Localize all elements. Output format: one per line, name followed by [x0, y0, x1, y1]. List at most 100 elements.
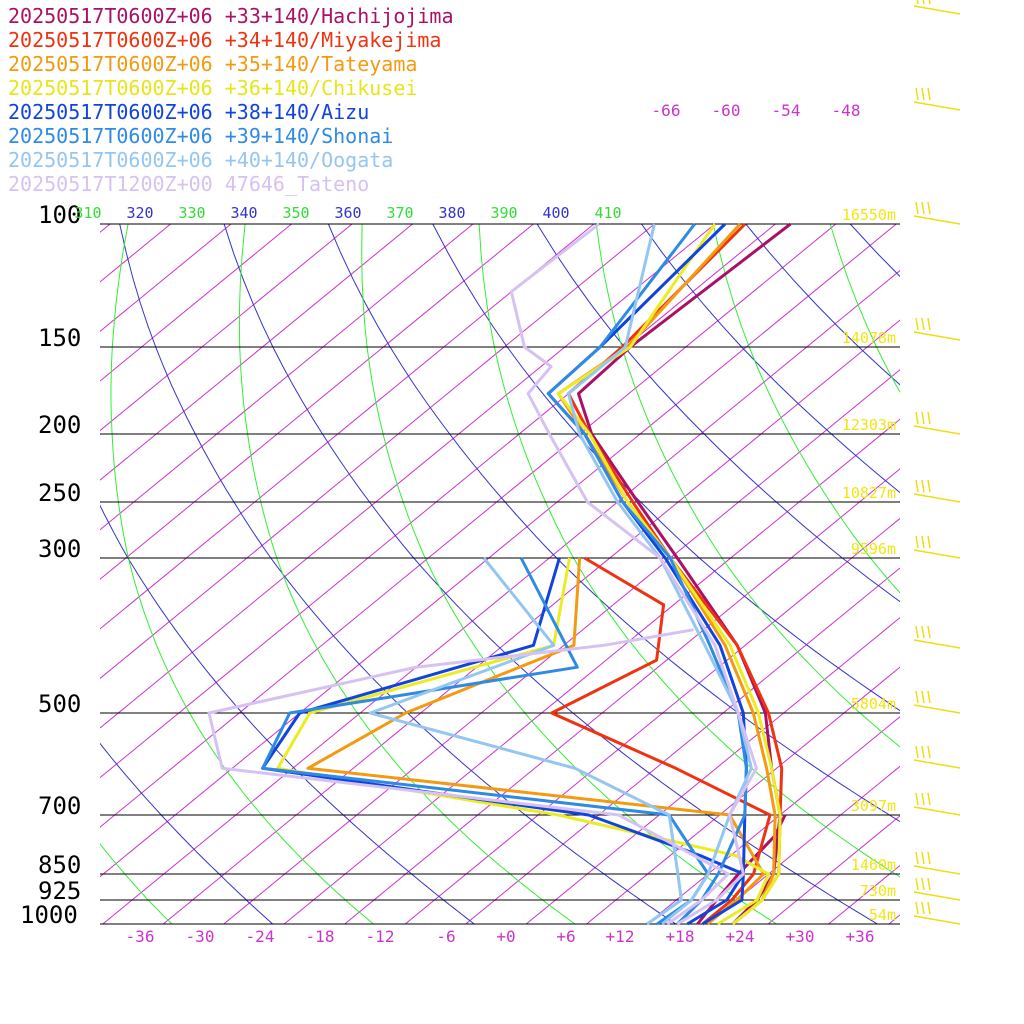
temperature-tick-label: -30: [186, 927, 215, 946]
height-label: 12303m: [842, 416, 896, 434]
height-label: 54m: [869, 906, 896, 924]
wind-barb: [913, 690, 961, 714]
wind-barb: [913, 901, 961, 925]
mixing-ratio-line: [100, 224, 171, 283]
moist-adiabat: [110, 224, 374, 924]
series-7-temperature-line: [566, 223, 753, 926]
mixing-ratio-line: [283, 418, 900, 924]
moist-adiabat: [238, 224, 576, 924]
pressure-tick-label: 300: [38, 535, 81, 563]
theta-label: 310: [74, 204, 101, 222]
series-6-temperature-line: [546, 223, 748, 926]
moist-adiabat: [595, 224, 900, 748]
temperature-tick-label: +18: [666, 927, 695, 946]
wind-barb: [913, 411, 961, 435]
pressure-tick-label: 150: [38, 324, 81, 352]
wind-barb: [913, 317, 961, 341]
mixing-ratio-line: [100, 224, 595, 630]
temperature-tick-label: +36: [846, 927, 875, 946]
mixing-ratio-line: [950, 224, 1024, 924]
upper-temperature-label: -48: [832, 101, 861, 120]
mixing-ratio-line: [646, 716, 900, 924]
theta-label: 360: [334, 204, 361, 222]
height-label: 14078m: [842, 329, 896, 347]
mixing-ratio-line: [707, 765, 900, 924]
theta-label: 330: [178, 204, 205, 222]
series-5-dewpoint-line: [261, 557, 745, 926]
height-label: 5804m: [851, 695, 896, 713]
temperature-tick-label: -6: [436, 927, 455, 946]
pressure-tick-label: 200: [38, 411, 81, 439]
temperature-tick-label: +12: [606, 927, 635, 946]
height-label: 16550m: [842, 206, 896, 224]
mixing-ratio-line: [100, 224, 716, 729]
legend-entry-tateyama: 20250517T0600Z+06 +35+140/Tateyama: [8, 52, 418, 76]
temperature-tick-label: -36: [126, 927, 155, 946]
series-4-temperature-line: [556, 223, 782, 926]
sounding-profiles: [207, 222, 792, 926]
wind-barbs: [913, 0, 961, 925]
legend-entry-miyakejima: 20250517T0600Z+06 +34+140/Miyakejima: [8, 28, 442, 52]
series-7-dewpoint-line: [368, 557, 683, 926]
temperature-tick-label: +30: [786, 927, 815, 946]
theta-label: 370: [386, 204, 413, 222]
pressure-tick-label: 850: [38, 851, 81, 879]
pressure-tick-label: 100: [38, 201, 81, 229]
mixing-ratio-line: [100, 224, 353, 432]
wind-barb: [913, 479, 961, 503]
mixing-ratio-line: [1010, 224, 1024, 924]
wind-barb: [913, 87, 961, 111]
pressure-tick-label: 500: [38, 690, 81, 718]
mixing-ratio-line: [162, 319, 900, 924]
mixing-ratio-line: [100, 224, 837, 828]
axis-labels: 100 16550m 150 14078m 200 12303m 250 10827m 300 9…: [20, 101, 896, 946]
legend-entry-hachijojima: 20250517T0600Z+06 +33+140/Hachijojima: [8, 4, 454, 28]
legend-entry-tateno: 20250517T1200Z+00 47646_Tateno: [8, 172, 370, 196]
theta-label: 380: [438, 204, 465, 222]
mixing-ratio-line: [100, 224, 897, 878]
wind-barb: [913, 877, 961, 901]
wind-barb: [913, 745, 961, 769]
series-1-dewpoint-line: [696, 814, 787, 925]
theta-label: 340: [230, 204, 257, 222]
pressure-tick-label: 1000: [20, 901, 78, 929]
wind-barb: [913, 535, 961, 559]
legend-entry-chikusei: 20250517T0600Z+06 +36+140/Chikusei: [8, 76, 418, 100]
mixing-ratio-line: [100, 224, 292, 382]
series-8-dewpoint-line: [207, 628, 730, 926]
series-2-dewpoint-line: [550, 556, 772, 926]
wind-barb: [913, 625, 961, 649]
theta-label: 400: [542, 204, 569, 222]
moist-adiabat: [100, 843, 173, 924]
mixing-ratio-line: [100, 224, 776, 779]
upper-temperature-label: -66: [652, 101, 681, 120]
pressure-tick-label: 250: [38, 479, 81, 507]
theta-label: 390: [490, 204, 517, 222]
theta-label: 320: [126, 204, 153, 222]
upper-temperature-label: -54: [772, 101, 801, 120]
series-8-temperature-line: [509, 222, 758, 926]
legend-entry-shonai: 20250517T0600Z+06 +39+140/Shonai: [8, 124, 394, 148]
series-4-dewpoint-line: [276, 557, 771, 926]
temperature-tick-label: -24: [246, 927, 275, 946]
mixing-ratio-line: [344, 468, 900, 924]
mixing-ratio-line: [100, 224, 534, 580]
moist-adiabat: [947, 224, 1024, 924]
series-6-dewpoint-line: [261, 557, 710, 926]
height-label: 3097m: [851, 797, 896, 815]
mixing-ratio-line: [223, 369, 900, 924]
pressure-tick-label: 700: [38, 792, 81, 820]
legend-entry-oogata: 20250517T0600Z+06 +40+140/Oogata: [8, 148, 394, 172]
pressure-tick-label: 925: [38, 877, 81, 905]
mixing-ratio-line: [586, 666, 900, 924]
height-label: 730m: [860, 882, 896, 900]
temperature-tick-label: +6: [556, 927, 575, 946]
theta-label: 350: [282, 204, 309, 222]
mixing-ratio-line: [100, 224, 655, 680]
temperature-tick-label: -18: [306, 927, 335, 946]
wind-barb: [913, 851, 961, 875]
temperature-tick-label: -12: [366, 927, 395, 946]
dry-adiabat: [119, 224, 677, 924]
mixing-ratio-line: [100, 224, 232, 333]
height-label: 9596m: [851, 540, 896, 558]
